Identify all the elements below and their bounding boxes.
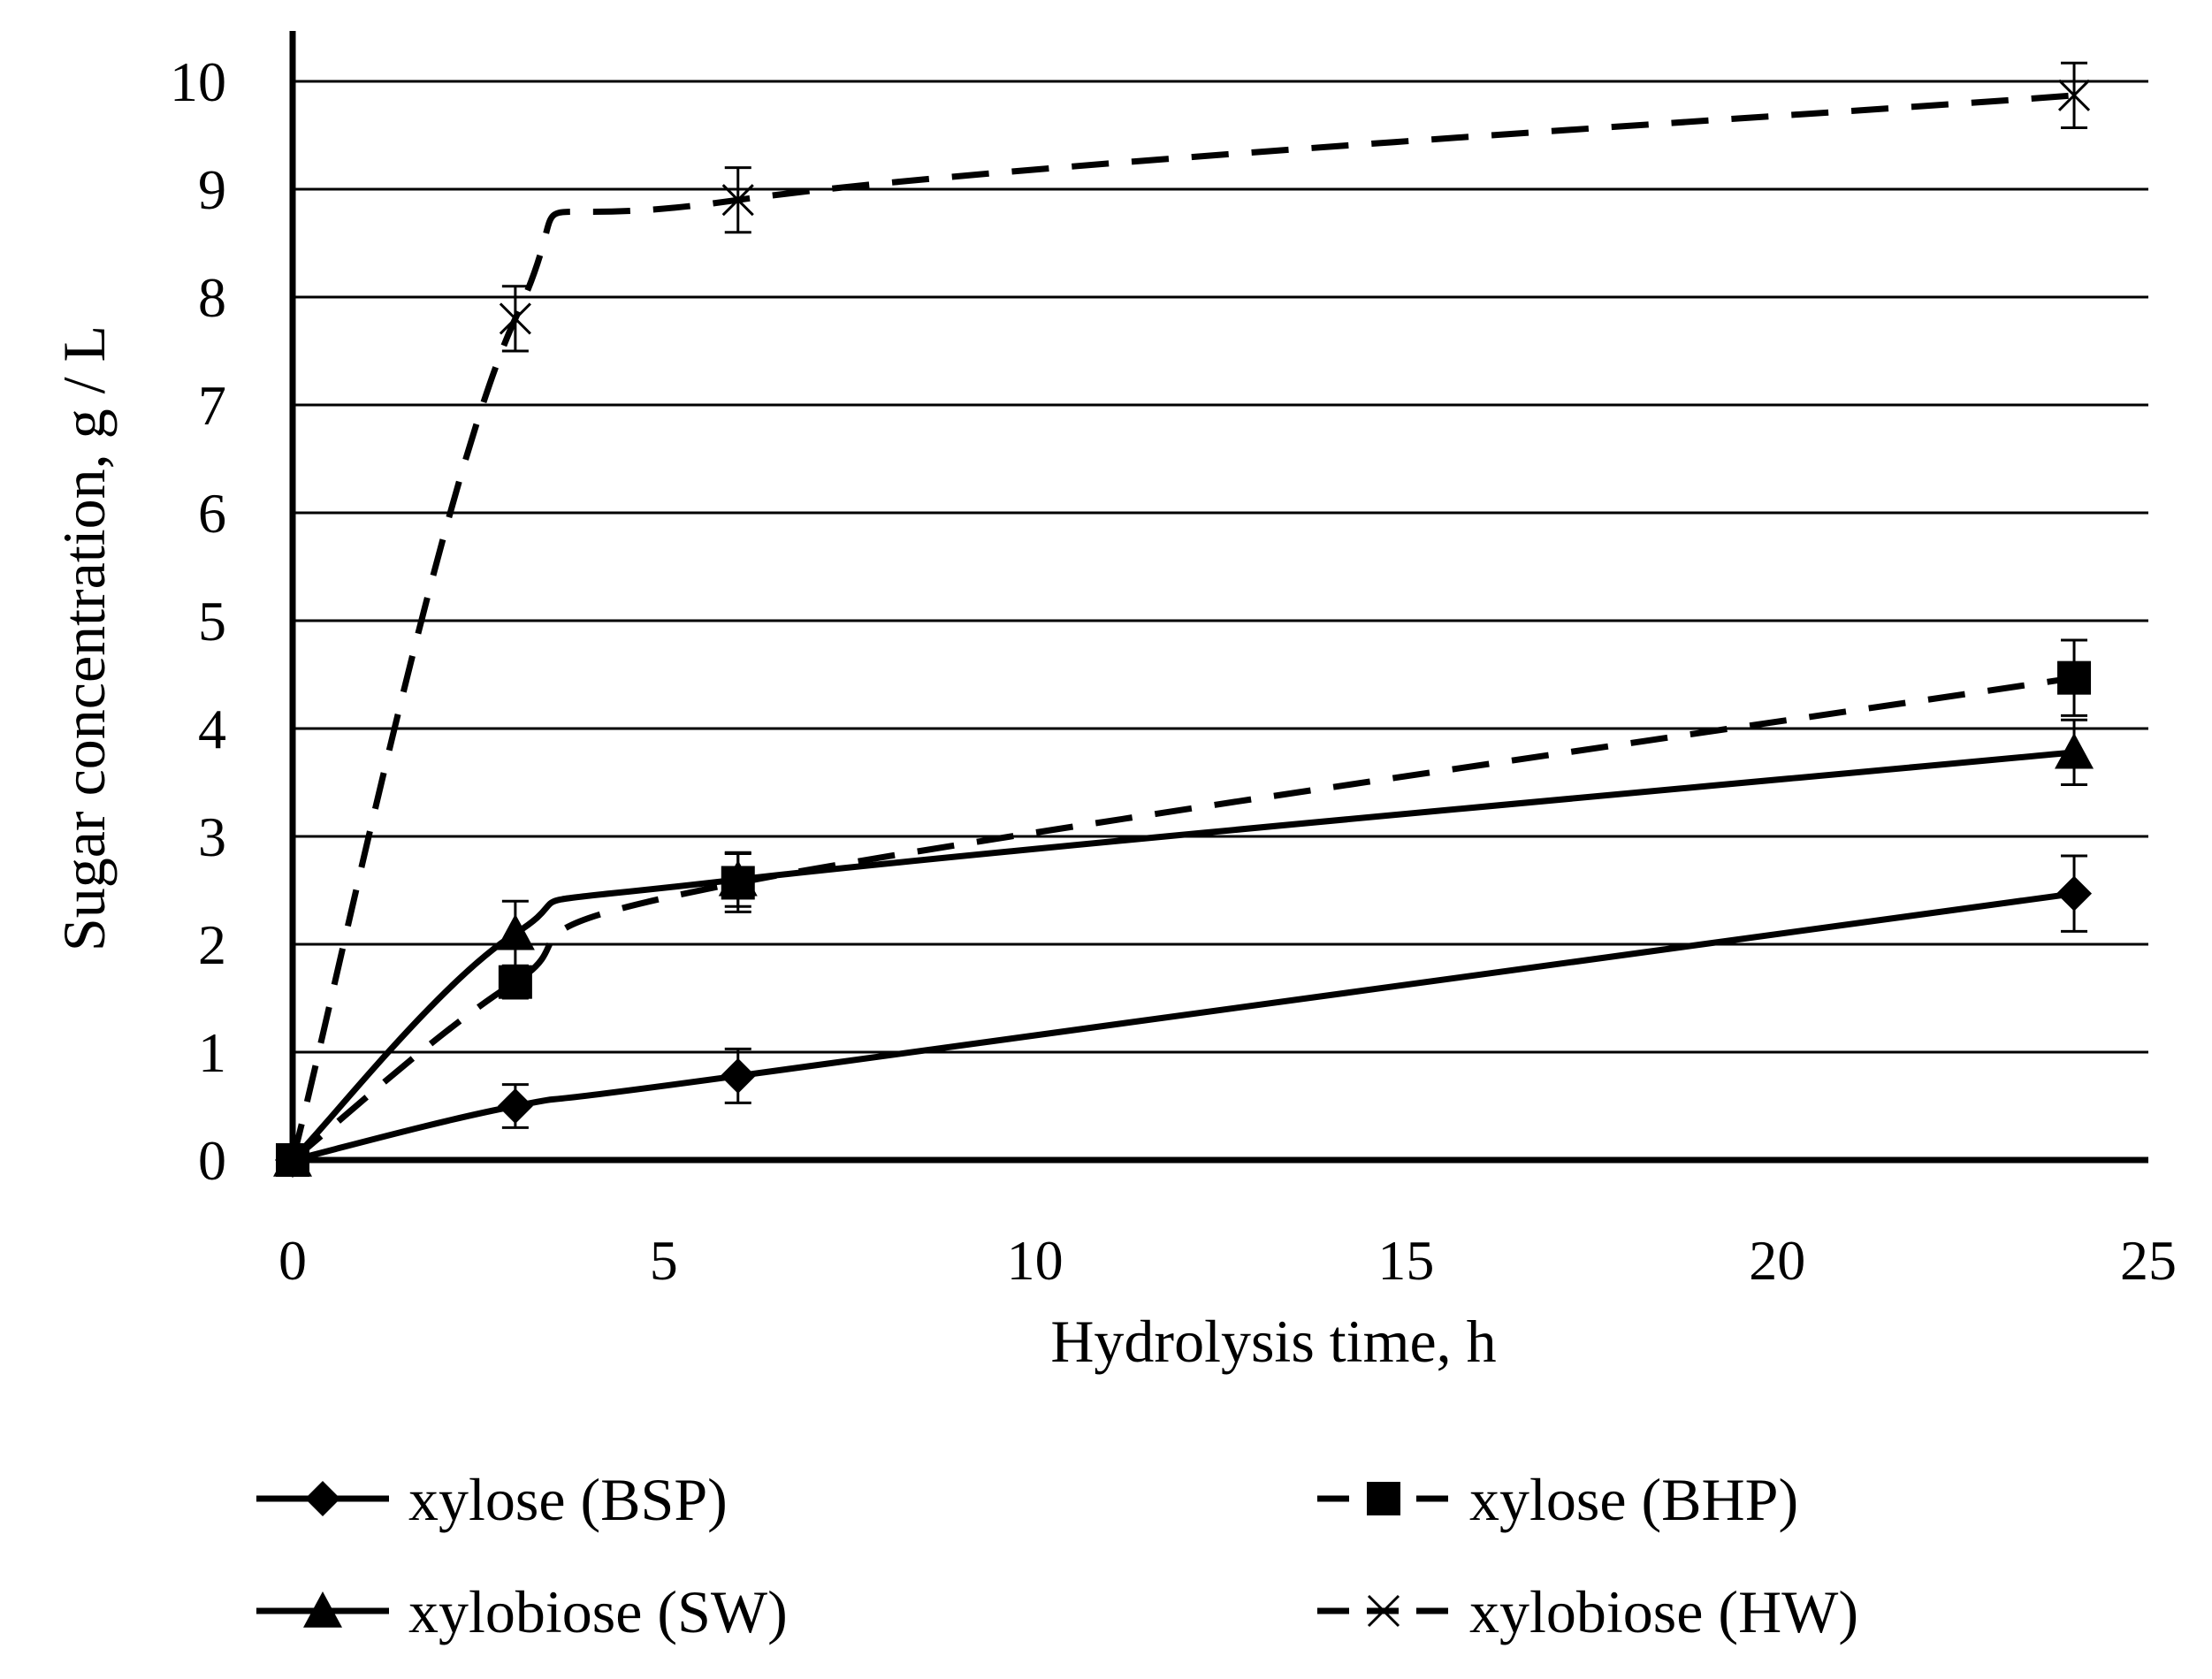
data-point-xylobiose-sw [718, 859, 758, 897]
data-point-xylobiose-sw [2055, 732, 2094, 769]
x-marker-stroke [499, 302, 531, 335]
legend: xylose (BSP) xylose (BHP) xylobiose (SW) xy… [256, 1466, 1858, 1645]
data-point-xylose-bsp [720, 1057, 756, 1094]
data-point-xylose-bsp [497, 1088, 533, 1124]
legend-label: xylobiose (HW) [1469, 1578, 1858, 1645]
y-tick-label: 6 [198, 482, 226, 545]
legend-entry-xylobiose-hw: xylobiose (HW) [1317, 1578, 1858, 1645]
y-tick-label: 3 [198, 805, 226, 868]
data-point-xylose-bhp [498, 965, 532, 999]
y-axis-title: Sugar concentration, g / L [50, 325, 118, 951]
y-tick-label: 8 [198, 266, 226, 329]
y-tick-label: 1 [198, 1021, 226, 1084]
x-tick-label: 0 [278, 1229, 307, 1292]
legend-entry-xylose-bsp: xylose (BSP) [256, 1466, 728, 1533]
x-tick-label: 5 [650, 1229, 678, 1292]
legend-marker [303, 1591, 342, 1628]
x-tick-label: 10 [1007, 1229, 1064, 1292]
tick-labels: 0 1 2 3 4 5 6 7 8 9 10 0 5 10 15 20 25 [170, 50, 2177, 1292]
x-tick-label: 25 [2120, 1229, 2177, 1292]
legend-label: xylobiose (SW) [408, 1578, 788, 1645]
x-tick-label: 20 [1749, 1229, 1805, 1292]
plot-area [273, 61, 2094, 1178]
x-marker-stroke [2057, 79, 2091, 111]
axes [289, 31, 2148, 1164]
data-point-xylose-bhp [2057, 660, 2092, 695]
y-tick-label: 0 [198, 1129, 226, 1192]
series-line-xylose-bhp [290, 675, 2075, 1163]
data-point-xylose-bsp [2056, 875, 2093, 912]
legend-label: xylose (BHP) [1469, 1466, 1798, 1533]
x-marker-stroke [276, 1143, 309, 1177]
legend-marker [1367, 1482, 1400, 1515]
data-point-xylobiose-hw [499, 302, 531, 335]
y-tick-label: 9 [198, 158, 226, 221]
x-tick-label: 15 [1377, 1229, 1434, 1292]
x-marker-stroke [721, 184, 754, 217]
series-xylobiose-hw [276, 61, 2091, 1177]
legend-entry-xylose-bhp: xylose (BHP) [1317, 1466, 1798, 1533]
series-line-xylose-bsp [292, 890, 2075, 1164]
data-point-xylobiose-sw [495, 913, 535, 950]
series-line-xylobiose-sw [290, 749, 2075, 1163]
y-tick-label: 4 [198, 698, 226, 760]
grid [293, 80, 2148, 1054]
data-point-xylobiose-hw [2057, 79, 2091, 111]
x-marker-stroke [1367, 1594, 1400, 1628]
y-tick-label: 7 [198, 374, 226, 437]
legend-marker [1367, 1594, 1400, 1628]
x-axis-title: Hydrolysis time, h [1050, 1308, 1496, 1375]
legend-label: xylose (BSP) [408, 1466, 728, 1533]
y-tick-label: 2 [198, 913, 226, 976]
data-point-xylobiose-hw [721, 184, 754, 217]
y-tick-label: 5 [198, 590, 226, 653]
data-point-xylobiose-hw [276, 1143, 309, 1177]
series-line-xylobiose-hw [289, 92, 2075, 1161]
y-tick-label: 10 [170, 50, 226, 113]
legend-marker [305, 1481, 340, 1516]
legend-entry-xylobiose-sw: xylobiose (SW) [256, 1578, 788, 1645]
